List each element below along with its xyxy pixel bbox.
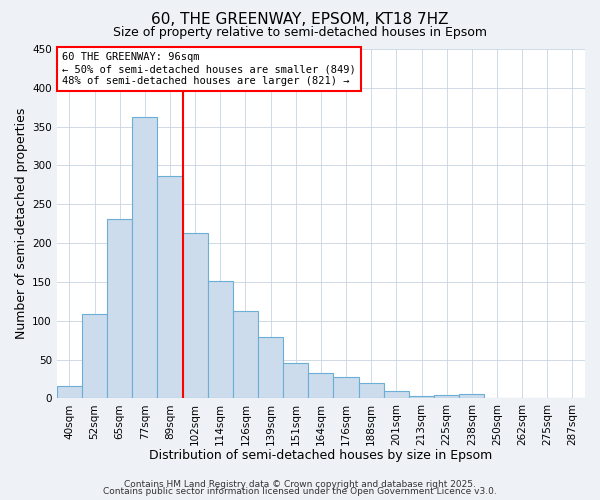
Bar — [132, 118, 157, 398]
X-axis label: Distribution of semi-detached houses by size in Epsom: Distribution of semi-detached houses by … — [149, 450, 493, 462]
Text: Size of property relative to semi-detached houses in Epsom: Size of property relative to semi-detach… — [113, 26, 487, 39]
Bar — [434, 395, 459, 398]
Bar — [233, 312, 258, 398]
Bar — [258, 337, 283, 398]
Text: Contains HM Land Registry data © Crown copyright and database right 2025.: Contains HM Land Registry data © Crown c… — [124, 480, 476, 489]
Bar — [334, 378, 359, 398]
Bar — [459, 394, 484, 398]
Y-axis label: Number of semi-detached properties: Number of semi-detached properties — [15, 108, 28, 340]
Bar — [359, 383, 384, 398]
Bar — [283, 364, 308, 398]
Text: 60 THE GREENWAY: 96sqm
← 50% of semi-detached houses are smaller (849)
48% of se: 60 THE GREENWAY: 96sqm ← 50% of semi-det… — [62, 52, 356, 86]
Text: Contains public sector information licensed under the Open Government Licence v3: Contains public sector information licen… — [103, 488, 497, 496]
Bar — [182, 233, 208, 398]
Bar — [409, 396, 434, 398]
Bar — [384, 392, 409, 398]
Bar — [208, 281, 233, 398]
Bar — [308, 372, 334, 398]
Bar — [107, 219, 132, 398]
Text: 60, THE GREENWAY, EPSOM, KT18 7HZ: 60, THE GREENWAY, EPSOM, KT18 7HZ — [151, 12, 449, 28]
Bar — [57, 386, 82, 398]
Bar — [157, 176, 182, 398]
Bar — [82, 314, 107, 398]
